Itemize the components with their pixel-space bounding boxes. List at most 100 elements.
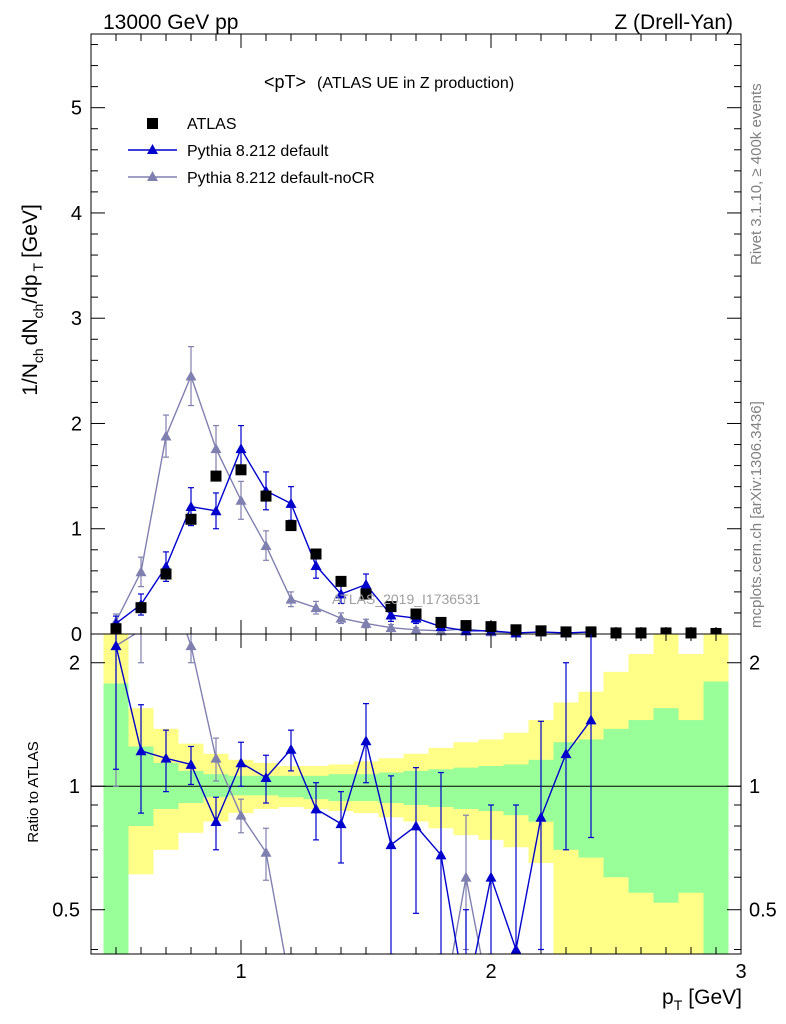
band-inner [203,774,229,798]
atlas-point [610,627,622,639]
nocr-point [210,443,222,454]
default-point [385,609,397,620]
nocr-ratio-point [235,809,247,820]
atlas-point [460,620,472,632]
default-ratio-line [365,740,392,845]
y-tick-label: 1 [71,519,82,541]
default-ratio-point [135,745,147,756]
default-ratio-point [335,818,347,829]
band-inner [678,720,704,893]
default-ratio-point [210,816,222,826]
nocr-ratio-line [186,634,192,646]
default-point [285,497,297,508]
nocr-ratio-point [185,640,197,651]
analysis-watermark: ATLAS_2019_I1736531 [332,591,481,607]
default-point [335,588,347,599]
atlas-point [510,624,522,636]
atlas-point [660,627,672,639]
nocr-ratio-line [240,814,267,853]
atlas-point [310,548,322,560]
default-ratio-point [110,640,122,651]
y-tick-label: 3 [71,308,82,330]
legend-marker-nocr [147,171,158,181]
atlas-point [260,490,272,502]
ratio-y-tick-label: 0.5 [749,900,777,922]
nocr-ratio-point [260,846,272,857]
ratio-series [110,633,597,1024]
default-ratio-point [485,871,497,882]
legend-label-atlas: ATLAS [187,116,237,133]
nocr-ratio-line [190,645,217,759]
default-ratio-line [515,817,542,950]
default-ratio-line [190,764,217,822]
default-ratio-line [265,748,292,779]
legend-label-nocr: Pythia 8.212 default-noCR [187,170,375,187]
default-ratio-point [285,743,297,754]
nocr-point [235,494,247,505]
atlas-point [710,627,722,639]
default-ratio-line [290,749,317,810]
atlas-point [685,627,697,639]
ratio-frame [90,633,742,955]
atlas-point [535,625,547,637]
ratio-y-tick-label: 1 [69,776,80,798]
default-point [185,501,197,512]
default-ratio-point [160,752,172,763]
main-axes: 0 1 2 3 4 5 [71,34,742,646]
atlas-point [335,575,347,587]
default-ratio-point [185,758,197,769]
nocr-point [360,617,372,628]
ratio-y-axis-label: Ratio to ATLAS [25,741,42,842]
y-tick-label: 2 [71,413,82,435]
y-tick-label: 0 [71,624,82,646]
default-ratio-line [165,757,192,766]
atlas-point [285,520,297,532]
legend-marker-atlas [147,118,158,129]
default-point [210,505,222,516]
nocr-ratio-line [265,852,286,954]
y-tick-label: 5 [71,98,82,120]
default-point [360,579,372,589]
atlas-point [135,602,147,614]
legend-label-default: Pythia 8.212 default [187,143,329,160]
default-ratio-line [565,719,592,755]
nocr-ratio-point [210,752,222,763]
nocr-point [185,370,197,381]
default-ratio-point [385,839,397,850]
nocr-ratio-line [115,634,137,647]
atlas-point [435,616,447,628]
nocr-point [260,540,272,550]
nocr-point [310,602,322,613]
default-ratio-line [474,877,492,954]
default-ratio-point [410,820,422,831]
default-ratio-point [235,757,247,768]
default-ratio-point [585,714,597,725]
chart-title-main: <pT> [264,72,306,92]
nocr-point [285,593,297,604]
x-axis-label: pT [GeV] [662,986,742,1013]
ratio-y-tick-label: 0.5 [52,900,80,922]
atlas-point [585,626,597,638]
chart-title-sub: (ATLAS UE in Z production) [317,75,514,92]
default-ratio-line [540,753,567,818]
atlas-point [110,623,122,635]
atlas-point [385,601,397,613]
band-inner [478,766,504,812]
x-tick-label: 2 [485,961,496,983]
nocr-point [335,612,347,623]
ratio-y-tick-label: 2 [69,653,80,675]
nocr-ratio-line [341,1001,366,1024]
y-axis-label: 1/NchdNch/dpT[GeV] [19,204,46,396]
x-tick-label: 3 [735,961,746,983]
nocr-ratio-point [460,871,472,882]
nocr-ratio-line [316,984,341,1001]
default-ratio-point [310,803,322,814]
band-inner [653,708,679,903]
band-inner [603,728,629,878]
main-series [110,346,722,639]
default-ratio-point [435,849,447,860]
band-inner [628,720,654,893]
atlas-point [360,588,372,600]
nocr-point [135,566,147,577]
